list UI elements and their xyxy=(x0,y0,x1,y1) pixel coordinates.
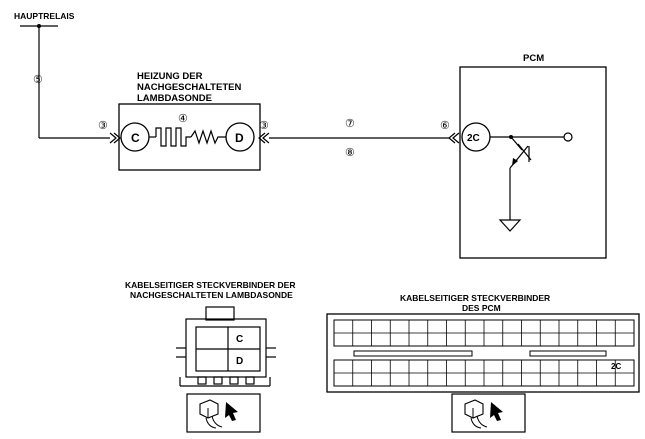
pcm-pin-2c-label: 2C xyxy=(467,133,480,144)
pcm-connector-mark xyxy=(448,132,460,144)
relay-junction xyxy=(37,24,41,28)
heater-title-1: HEIZUNG DER xyxy=(137,71,203,82)
sensor-connector-title-2: NACHGESCHALTETEN LAMBDASONDE xyxy=(130,290,293,300)
marker-6: ⑥ xyxy=(440,120,450,132)
pcm-label: PCM xyxy=(523,53,544,64)
pcm-connector-title-2: DES PCM xyxy=(462,303,501,313)
sensor-connector-c: C xyxy=(236,334,243,345)
pcm-connector-2c: 2C xyxy=(611,362,621,371)
heater-element xyxy=(149,127,226,147)
pcm-terminal xyxy=(563,132,573,142)
connector-view-icon xyxy=(186,393,261,433)
pcm-connector xyxy=(326,313,640,393)
pcm-junction xyxy=(509,135,513,139)
pcm-transistor xyxy=(490,136,564,232)
marker-8: ⑧ xyxy=(345,147,355,159)
marker-3-left: ③ xyxy=(98,120,108,132)
heater-title-3: LAMBDASONDE xyxy=(137,93,212,104)
pcm-connector-title-1: KABELSEITIGER STECKVERBINDER xyxy=(400,293,550,303)
main-relay-label: HAUPTRELAIS xyxy=(14,11,75,21)
right-connector-mark xyxy=(258,132,270,144)
marker-5: ⑤ xyxy=(33,74,43,86)
left-connector-mark xyxy=(109,132,121,144)
marker-7: ⑦ xyxy=(345,118,355,130)
heater-pin-c-label: C xyxy=(131,131,140,145)
marker-4: ④ xyxy=(178,113,188,125)
sensor-connector-d: D xyxy=(236,356,243,367)
sensor-connector-title-1: KABELSEITIGER STECKVERBINDER DER xyxy=(125,280,296,290)
connector-view-icon xyxy=(451,393,526,433)
marker-3-right: ③ xyxy=(259,120,269,132)
emitter-arrow xyxy=(512,158,518,166)
heater-title-2: NACHGESCHALTETEN xyxy=(137,82,241,93)
pcm-box xyxy=(459,66,607,259)
heater-pin-d-label: D xyxy=(235,131,244,145)
sensor-connector xyxy=(176,306,276,387)
